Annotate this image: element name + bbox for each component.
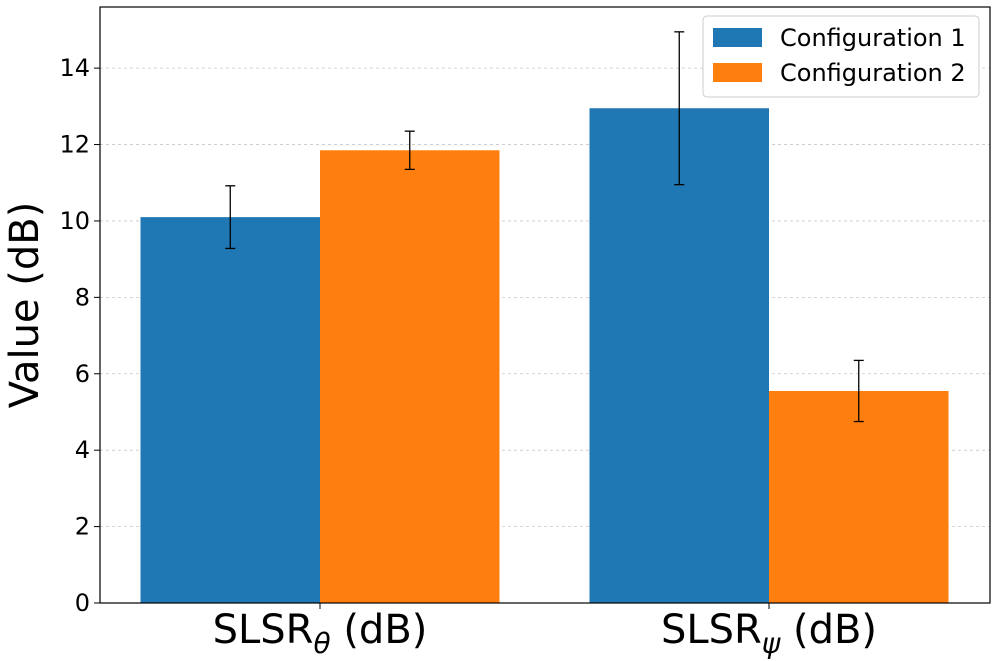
y-tick-label: 14 <box>59 54 90 82</box>
y-tick-label: 0 <box>75 589 90 617</box>
x-tick-label: SLSRθ (dB) <box>213 607 428 660</box>
category-base: SLSR <box>213 607 314 653</box>
category-subscript: θ <box>313 627 330 660</box>
legend-box <box>702 15 980 98</box>
y-tick-label: 6 <box>75 360 90 388</box>
y-axis-ticks: 0 2 4 6 8 10 12 14 <box>59 54 100 617</box>
legend-swatch <box>713 63 762 82</box>
axes-frame <box>99 6 991 604</box>
bar-configuration-2-0 <box>320 150 500 603</box>
y-tick-label: 4 <box>75 436 90 464</box>
category-subscript: ψ <box>762 627 781 660</box>
bar-configuration-1-0 <box>140 217 320 603</box>
category-base: SLSR <box>661 607 762 653</box>
y-axis-label: Value (dB) <box>2 202 48 409</box>
y-tick-label: 2 <box>75 513 90 541</box>
legend-label: Configuration 1 <box>780 24 966 52</box>
category-suffix: (dB) <box>331 607 428 653</box>
legend-label: Configuration 2 <box>780 59 966 87</box>
y-tick-label: 10 <box>59 207 90 235</box>
bar-configuration-2-1 <box>769 390 949 603</box>
y-tick-label: 12 <box>59 131 90 159</box>
category-suffix: (dB) <box>780 607 877 653</box>
x-axis-ticks: SLSRθ (dB) SLSRψ (dB) <box>213 603 877 660</box>
bar-configuration-1-1 <box>589 108 769 603</box>
x-tick-label: SLSRψ (dB) <box>661 607 877 660</box>
bars <box>140 108 949 603</box>
y-tick-label: 8 <box>75 283 90 311</box>
legend: Configuration 1 Configuration 2 <box>702 15 980 98</box>
error-bars <box>225 31 864 423</box>
legend-swatch <box>713 28 762 47</box>
